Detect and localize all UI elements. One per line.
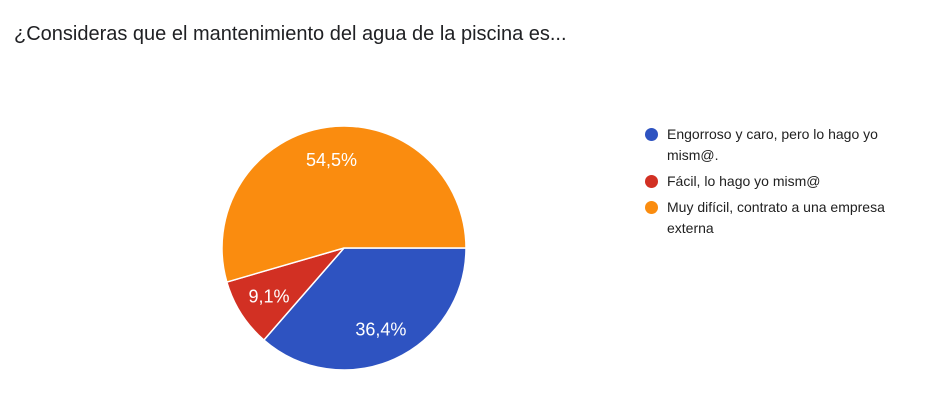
legend-swatch-icon [645, 201, 658, 214]
legend-swatch-icon [645, 128, 658, 141]
pie-slice-label-2: 54,5% [306, 150, 357, 170]
pie-svg: 36,4% 9,1% 54,5% [221, 125, 467, 371]
chart-title: ¿Consideras que el mantenimiento del agu… [14, 23, 567, 45]
legend-label: Fácil, lo hago yo mism@ [667, 173, 821, 189]
legend-item-muy-dificil: Muy difícil, contrato a una empresa exte… [645, 197, 935, 239]
legend-item-engorroso: Engorroso y caro, pero lo hago yo mism@. [645, 124, 935, 166]
legend-swatch-icon [645, 175, 658, 188]
pie-slice-0 [263, 247, 467, 371]
pie-chart: 36,4% 9,1% 54,5% [219, 123, 469, 373]
pie-slice-label-1: 9,1% [248, 286, 289, 306]
legend: Engorroso y caro, pero lo hago yo mism@.… [645, 124, 935, 244]
legend-label: Muy difícil, contrato a una empresa exte… [667, 199, 885, 236]
pie-slice-2 [221, 125, 467, 283]
pie-slice-label-0: 36,4% [355, 319, 406, 339]
legend-label: Engorroso y caro, pero lo hago yo mism@. [667, 126, 878, 163]
legend-item-facil: Fácil, lo hago yo mism@ [645, 171, 935, 192]
